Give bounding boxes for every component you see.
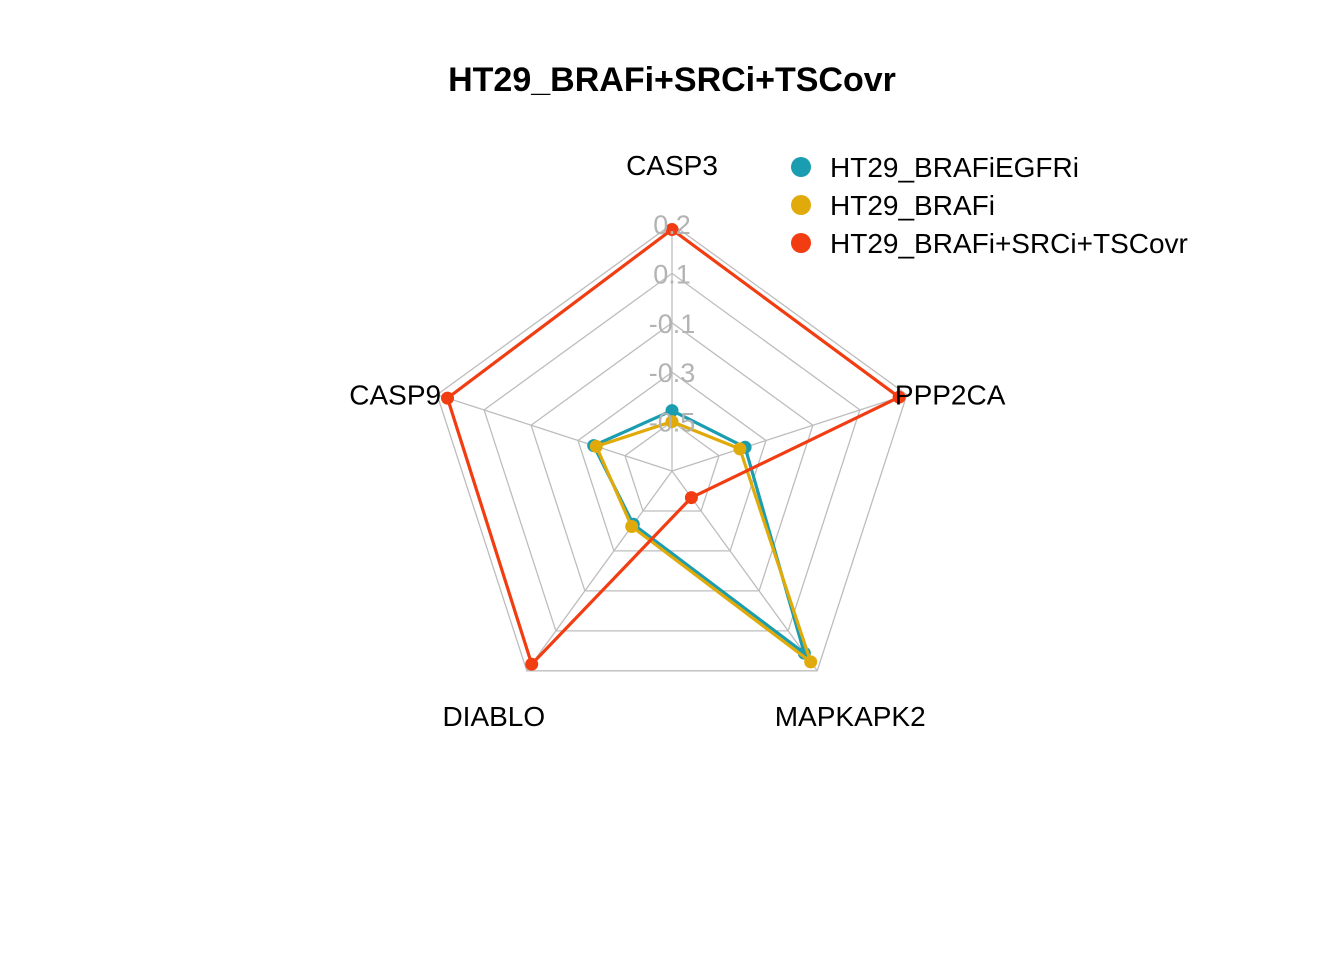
grid-ring-5 — [436, 223, 908, 672]
series-2-point-casp3 — [665, 415, 679, 429]
axis-label-casp9: CASP9 — [349, 380, 441, 411]
radar-tick-labels: 0.2 0.1 -0.1 -0.3 -0.5 — [649, 210, 696, 438]
axis-label-casp3: CASP3 — [626, 150, 718, 181]
radar-axis-labels: CASP3 PPP2CA MAPKAPK2 DIABLO CASP9 — [349, 150, 1005, 732]
legend-label-2: HT29_BRAFi — [830, 190, 995, 221]
series-line-1 — [592, 409, 806, 655]
radar-series — [441, 223, 906, 671]
grid-ring-3 — [530, 321, 814, 592]
tick-label: -0.5 — [649, 408, 696, 438]
series-1 — [587, 404, 811, 660]
axis-label-diablo: DIABLO — [442, 701, 545, 732]
chart-title: HT29_BRAFi+SRCi+TSCovr — [448, 61, 896, 99]
axis-label-mapkapk2: MAPKAPK2 — [775, 701, 926, 732]
series-2-point-diablo — [625, 520, 639, 533]
legend-marker-1 — [791, 157, 811, 177]
grid-ring-1 — [624, 420, 720, 512]
series-line-3 — [445, 227, 901, 666]
tick-label: -0.1 — [649, 309, 696, 339]
grid-ring-2 — [577, 371, 767, 552]
series-2-point-mapkapk2 — [804, 655, 818, 669]
series-3-point-mapkapk2 — [684, 491, 698, 505]
series-3-point-diablo — [525, 657, 539, 671]
tick-label: 0.1 — [653, 259, 691, 289]
spoke-mapkapk2 — [671, 470, 818, 672]
series-3-point-casp9 — [441, 391, 454, 405]
series-line-2 — [594, 420, 813, 664]
tick-label: 0.2 — [653, 210, 691, 240]
legend-label-1: HT29_BRAFiEGFRi — [830, 152, 1079, 183]
legend-marker-3 — [791, 233, 811, 253]
legend: HT29_BRAFiEGFRi HT29_BRAFi HT29_BRAFi+SRCi… — [791, 152, 1188, 259]
tick-label: -0.3 — [649, 358, 696, 388]
spoke-ppp2ca — [671, 394, 908, 472]
series-2-point-casp9 — [589, 439, 603, 453]
legend-marker-2 — [791, 195, 811, 215]
series-3-point-ppp2ca — [892, 390, 906, 404]
series-2-point-ppp2ca — [733, 442, 747, 456]
spoke-casp9 — [436, 394, 673, 472]
grid-ring-4 — [483, 272, 861, 632]
legend-label-3: HT29_BRAFi+SRCi+TSCovr — [830, 228, 1188, 259]
axis-label-ppp2ca: PPP2CA — [895, 380, 1006, 411]
spoke-diablo — [526, 470, 673, 672]
series-1-point-casp3 — [665, 404, 679, 418]
series-3-point-casp3 — [665, 223, 679, 236]
radar-grid — [436, 223, 908, 672]
series-3 — [441, 223, 906, 671]
series-2 — [589, 415, 818, 669]
